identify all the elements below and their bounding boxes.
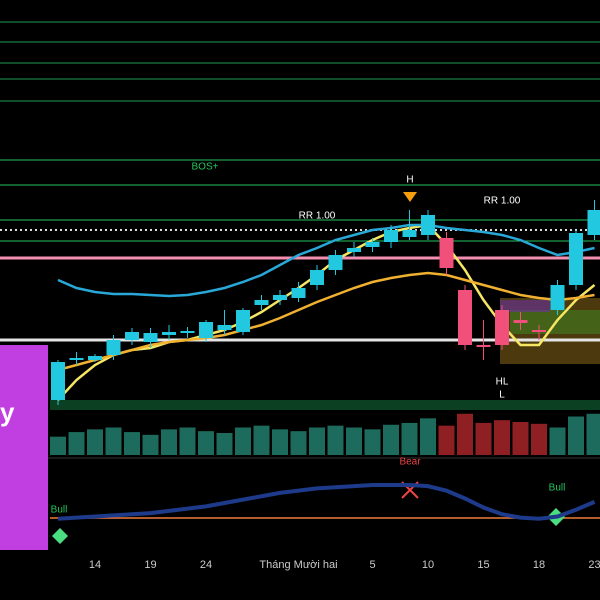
annotation: HL <box>496 377 509 388</box>
annotation: BOS+ <box>192 162 219 173</box>
badge-box <box>0 345 48 550</box>
badge-text: y <box>0 397 15 427</box>
volume-bar <box>272 429 288 455</box>
candle-body <box>291 288 306 298</box>
volume-bar <box>438 425 455 455</box>
oscillator-line <box>57 483 596 521</box>
candle-body <box>217 325 232 330</box>
volume-bar <box>124 432 140 455</box>
x-tick-label: 19 <box>144 559 156 571</box>
annotation: RR 1.00 <box>299 211 336 222</box>
candle-body <box>384 230 398 242</box>
volume-bar <box>253 425 270 455</box>
candle-body <box>587 210 600 235</box>
volume-bar <box>383 424 399 455</box>
volume-bar <box>346 427 362 455</box>
x-tick-label: 18 <box>533 559 545 571</box>
volume-bar <box>568 416 584 455</box>
volume-bar <box>457 413 473 455</box>
annotation: L <box>499 390 505 401</box>
candle-body <box>273 295 287 300</box>
candle-body <box>328 255 343 270</box>
candle-body <box>180 331 195 333</box>
volume-bar <box>235 427 251 455</box>
candle-body <box>310 270 324 285</box>
volume-bar <box>475 422 492 455</box>
volume-bar <box>401 422 418 455</box>
candle-body <box>106 340 121 355</box>
volume-bar <box>531 423 547 455</box>
volume-bar <box>50 436 66 455</box>
zone-box <box>500 300 550 312</box>
x-tick-label: 15 <box>477 559 489 571</box>
candle-body <box>347 248 361 252</box>
volume-bar <box>586 413 600 455</box>
candle-body <box>125 332 139 340</box>
zone-box <box>50 400 600 410</box>
x-tick-label: 14 <box>89 559 101 571</box>
volume-bar <box>494 420 510 455</box>
marker <box>52 528 68 544</box>
candle-body <box>495 310 509 345</box>
volume-bar <box>161 429 177 455</box>
volume-bar <box>198 431 214 455</box>
volume-bar <box>512 422 529 455</box>
annotation: Bear <box>399 457 421 468</box>
candle-body <box>143 333 158 342</box>
volume-bar <box>142 434 159 455</box>
annotation: H <box>406 175 413 186</box>
x-tick-label: 23 <box>588 559 600 571</box>
x-tick-label: 24 <box>200 559 212 571</box>
candle-body <box>569 233 583 285</box>
candle-body <box>513 320 528 323</box>
volume-bar <box>87 429 103 455</box>
indicator-line <box>57 271 595 372</box>
candle-body <box>199 322 213 338</box>
marker <box>403 192 417 202</box>
candle-body <box>550 285 565 310</box>
candle-body <box>532 330 546 332</box>
volume-bar <box>420 418 436 455</box>
candle-body <box>254 300 269 305</box>
volume-bar <box>216 433 233 455</box>
x-tick-label: 5 <box>369 559 375 571</box>
volume-bar <box>327 425 344 455</box>
candle-body <box>476 345 491 347</box>
annotation: RR 1.00 <box>484 196 521 207</box>
x-tick-label: 10 <box>422 559 434 571</box>
indicator-line <box>57 223 595 298</box>
candle-body <box>88 356 102 360</box>
volume-bar <box>290 431 307 455</box>
volume-bar <box>364 429 381 455</box>
volume-bar <box>309 427 325 455</box>
candle-body <box>439 238 454 268</box>
candle-body <box>421 215 435 235</box>
volume-bar <box>105 427 122 455</box>
candle-body <box>402 230 417 237</box>
annotation: Bull <box>549 483 566 494</box>
x-tick-label: Tháng Mười hai <box>259 559 337 571</box>
candle-body <box>51 362 65 400</box>
volume-bar <box>179 427 196 455</box>
candle-body <box>365 242 380 247</box>
candle-body <box>162 332 176 335</box>
candle-body <box>69 358 84 360</box>
candle-body <box>236 310 250 332</box>
candle-body <box>458 290 472 345</box>
annotation: Bull <box>51 505 68 516</box>
volume-bar <box>549 427 566 455</box>
volume-bar <box>68 432 85 455</box>
